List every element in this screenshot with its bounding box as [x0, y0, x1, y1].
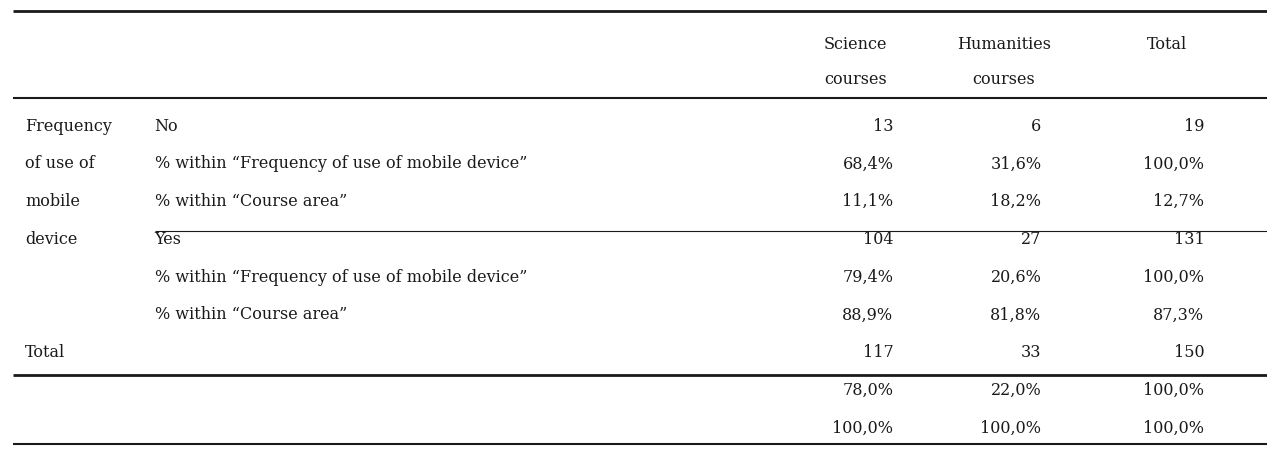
- Text: Frequency: Frequency: [26, 118, 113, 135]
- Text: % within “Course area”: % within “Course area”: [155, 193, 347, 210]
- Text: 31,6%: 31,6%: [991, 155, 1042, 173]
- Text: 150: 150: [1174, 344, 1204, 361]
- Text: 117: 117: [863, 344, 893, 361]
- Text: 79,4%: 79,4%: [842, 269, 893, 286]
- Text: 13: 13: [873, 118, 893, 135]
- Text: No: No: [155, 118, 178, 135]
- Text: 100,0%: 100,0%: [1143, 155, 1204, 173]
- Text: 19: 19: [1184, 118, 1204, 135]
- Text: of use of: of use of: [26, 155, 95, 173]
- Text: 33: 33: [1021, 344, 1042, 361]
- Text: 88,9%: 88,9%: [842, 306, 893, 323]
- Text: courses: courses: [973, 71, 1036, 88]
- Text: Total: Total: [1147, 36, 1187, 53]
- Text: 78,0%: 78,0%: [842, 382, 893, 399]
- Text: 87,3%: 87,3%: [1153, 306, 1204, 323]
- Text: 6: 6: [1032, 118, 1042, 135]
- Text: 20,6%: 20,6%: [991, 269, 1042, 286]
- Text: courses: courses: [824, 71, 887, 88]
- Text: Total: Total: [26, 344, 65, 361]
- Text: 81,8%: 81,8%: [991, 306, 1042, 323]
- Text: 104: 104: [863, 231, 893, 248]
- Text: 18,2%: 18,2%: [991, 193, 1042, 210]
- Text: mobile: mobile: [26, 193, 81, 210]
- Text: 27: 27: [1021, 231, 1042, 248]
- Text: 22,0%: 22,0%: [991, 382, 1042, 399]
- Text: 131: 131: [1174, 231, 1204, 248]
- Text: 100,0%: 100,0%: [1143, 382, 1204, 399]
- Text: Yes: Yes: [155, 231, 182, 248]
- Text: Humanities: Humanities: [956, 36, 1051, 53]
- Text: 100,0%: 100,0%: [832, 419, 893, 437]
- Text: 11,1%: 11,1%: [842, 193, 893, 210]
- Text: Science: Science: [824, 36, 887, 53]
- Text: 100,0%: 100,0%: [1143, 419, 1204, 437]
- Text: 100,0%: 100,0%: [1143, 269, 1204, 286]
- Text: 12,7%: 12,7%: [1153, 193, 1204, 210]
- Text: 100,0%: 100,0%: [980, 419, 1042, 437]
- Text: % within “Frequency of use of mobile device”: % within “Frequency of use of mobile dev…: [155, 155, 527, 173]
- Text: device: device: [26, 231, 78, 248]
- Text: % within “Frequency of use of mobile device”: % within “Frequency of use of mobile dev…: [155, 269, 527, 286]
- Text: 68,4%: 68,4%: [842, 155, 893, 173]
- Text: % within “Course area”: % within “Course area”: [155, 306, 347, 323]
